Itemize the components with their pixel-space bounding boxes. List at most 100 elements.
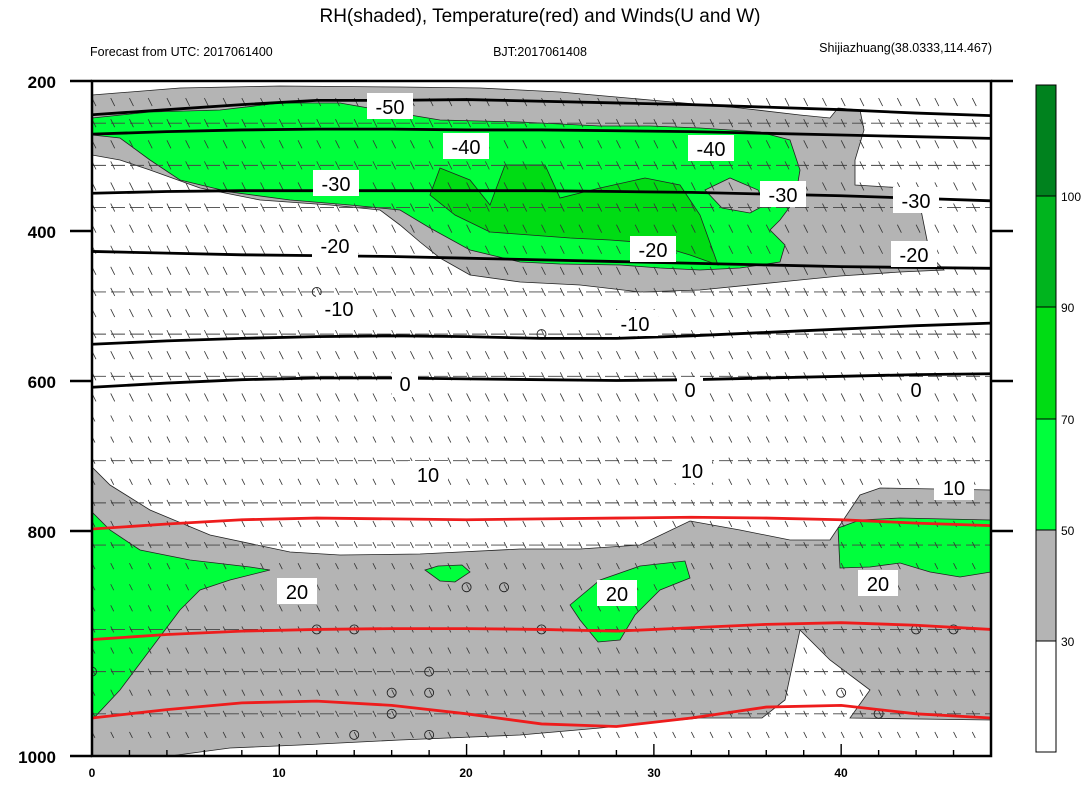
wind-barb: [391, 731, 396, 739]
wind-barb: [597, 731, 602, 739]
wind-barb: [896, 329, 902, 339]
rh-colorbar: 30 50 70 90 100: [1035, 84, 1081, 753]
wind-barb: [204, 478, 208, 485]
wind-barb: [466, 605, 470, 612]
wind-barb: [878, 541, 882, 549]
wind-barb: [765, 140, 771, 149]
wind-barb: [522, 457, 527, 464]
wind-barb: [878, 689, 882, 696]
calm-marker: [386, 708, 397, 719]
wind-barb: [840, 224, 846, 233]
wind-barb: [859, 710, 864, 717]
wind-barb: [353, 710, 358, 717]
wind-barb: [166, 415, 171, 422]
wind-barb: [410, 541, 414, 549]
wind-barb: [147, 668, 152, 675]
wind-barb: [185, 457, 190, 464]
wind-barb: [166, 224, 172, 233]
wind-barb: [222, 499, 227, 507]
wind-barb: [859, 329, 865, 339]
wind-barb: [803, 478, 808, 485]
wind-barb: [353, 203, 359, 212]
contour-label: -40: [452, 137, 481, 159]
wind-barb: [260, 731, 264, 739]
colorbar-label: 50: [1061, 524, 1075, 538]
label-box: [858, 570, 898, 596]
wind-barb: [728, 605, 733, 612]
wind-barb: [503, 457, 508, 464]
wind-barb: [934, 140, 940, 149]
wind-barb: [915, 478, 920, 485]
colorbar-segment: [1036, 307, 1056, 419]
wind-barb: [185, 731, 190, 739]
wind-barb: [896, 161, 902, 170]
wind-barb: [147, 626, 152, 633]
wind-barb: [147, 372, 153, 381]
wind-barb: [765, 245, 771, 254]
wind-barb: [653, 710, 658, 717]
wind-barb: [129, 119, 134, 128]
wind-barb: [878, 245, 883, 254]
wind-barb: [896, 393, 902, 402]
wind-barb: [934, 731, 939, 739]
wind-barb: [297, 562, 302, 570]
wind-barb: [372, 457, 377, 464]
wind-barb: [784, 689, 789, 696]
wind-barb: [672, 224, 677, 233]
wind-barb: [784, 710, 789, 717]
wind-barb: [953, 647, 957, 654]
wind-barb: [728, 520, 733, 528]
wind-barb: [278, 203, 284, 212]
wind-barb: [222, 541, 227, 549]
wind-barb: [410, 647, 414, 654]
wind-barb: [765, 97, 771, 107]
wind-barb: [241, 308, 247, 318]
wind-barb: [147, 308, 153, 318]
wind-barb: [166, 584, 171, 591]
wind-barb: [372, 689, 377, 696]
wind-barb: [541, 308, 546, 318]
wind-barb: [653, 415, 658, 422]
wind-barb: [372, 266, 378, 276]
wind-barb: [971, 119, 977, 128]
wind-barb: [896, 626, 901, 633]
wind-barb: [129, 287, 134, 297]
wind-barb: [878, 415, 882, 422]
wind-barb: [728, 457, 733, 464]
wind-barb: [597, 393, 603, 402]
wind-barb: [578, 329, 584, 339]
wind-barb: [185, 351, 191, 360]
wind-barb: [204, 499, 208, 507]
label-box: [408, 461, 448, 487]
wind-barb: [859, 562, 864, 570]
wind-barb: [971, 584, 976, 591]
wind-barb: [185, 308, 191, 318]
wind-barb: [597, 161, 603, 170]
wind-barb: [878, 182, 883, 191]
wind-barb: [447, 541, 452, 549]
wind-barb: [803, 119, 809, 128]
wind-barb: [672, 499, 676, 507]
wind-barb: [260, 647, 264, 654]
wind-barb: [484, 605, 489, 612]
wind-barb: [278, 478, 283, 485]
wind-barb: [915, 308, 921, 318]
wind-barb: [803, 689, 808, 696]
wind-barb: [672, 710, 676, 717]
wind-barb: [410, 710, 414, 717]
wind-barb: [147, 562, 152, 570]
wind-barb: [110, 161, 116, 170]
wind-barb: [466, 203, 471, 212]
wind-barb: [971, 329, 977, 339]
label-box: [672, 457, 712, 483]
wind-barb: [503, 520, 508, 528]
wind-barb: [372, 224, 378, 233]
wind-barb: [110, 541, 115, 549]
wind-barb: [709, 668, 714, 675]
wind-barb: [559, 224, 565, 233]
wind-barb: [859, 287, 865, 297]
wind-barb: [690, 182, 696, 191]
wind-barb: [747, 182, 752, 191]
wind-barb: [896, 436, 901, 443]
wind-barb: [634, 520, 639, 528]
